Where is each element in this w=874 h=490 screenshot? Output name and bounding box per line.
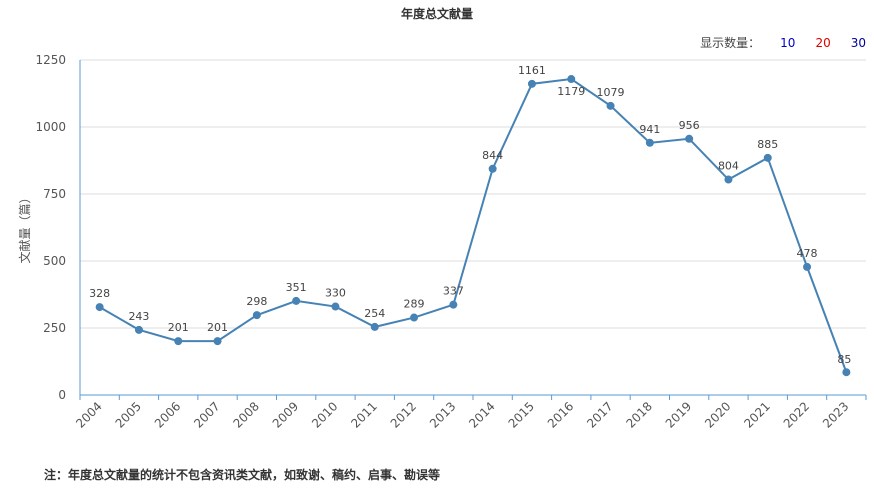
data-label: 330: [325, 287, 346, 300]
data-label: 337: [443, 285, 464, 298]
x-tick-label: 2008: [230, 399, 261, 430]
x-tick-label: 2018: [623, 399, 654, 430]
data-label: 1161: [518, 64, 546, 77]
data-point: [685, 134, 694, 143]
data-point: [488, 164, 497, 173]
data-point: [724, 175, 733, 184]
y-axis-label: 文献量（篇）: [17, 191, 32, 263]
y-tick-label: 500: [43, 254, 66, 268]
y-tick-label: 1250: [35, 53, 66, 67]
data-label: 201: [207, 321, 228, 334]
data-point: [410, 313, 419, 322]
x-tick-label: 2009: [270, 399, 301, 430]
data-point: [95, 303, 104, 312]
data-point: [567, 75, 576, 84]
display-count-option-30[interactable]: 30: [850, 35, 866, 50]
x-tick-label: 2019: [663, 399, 694, 430]
data-point: [213, 337, 222, 346]
data-point: [763, 153, 772, 162]
data-label: 243: [128, 310, 149, 323]
data-label: 478: [797, 247, 818, 260]
display-count-option-10[interactable]: 10: [780, 35, 796, 50]
x-tick-label: 2023: [820, 399, 851, 430]
data-label: 289: [404, 298, 425, 311]
data-point: [645, 138, 654, 147]
x-tick-label: 2016: [545, 399, 576, 430]
data-label: 941: [639, 123, 660, 136]
data-point: [606, 101, 615, 110]
x-tick-label: 2005: [113, 399, 144, 430]
x-tick-label: 2007: [191, 399, 222, 430]
chart-title: 年度总文献量: [400, 7, 473, 21]
data-label: 885: [757, 138, 778, 151]
x-tick-label: 2021: [741, 399, 772, 430]
data-label: 254: [364, 307, 385, 320]
data-label: 804: [718, 160, 739, 173]
data-point: [134, 325, 143, 334]
data-label: 201: [168, 321, 189, 334]
display-count-bar: 显示数量： 10 20 30: [700, 34, 866, 51]
data-point: [252, 311, 261, 320]
data-point: [803, 262, 812, 271]
data-point: [449, 300, 458, 309]
data-label: 1079: [597, 86, 625, 99]
x-tick-label: 2015: [506, 399, 537, 430]
data-point: [370, 322, 379, 331]
x-tick-label: 2011: [348, 399, 379, 430]
data-point: [292, 296, 301, 305]
footnote: 注：年度总文献量的统计不包含资讯类文献，如致谢、稿约、启事、勘误等: [44, 468, 441, 482]
data-label: 328: [89, 287, 110, 300]
data-label: 351: [286, 281, 307, 294]
x-tick-label: 2004: [73, 399, 104, 430]
x-tick-label: 2006: [152, 399, 183, 430]
x-tick-label: 2014: [466, 399, 497, 430]
data-label: 85: [837, 353, 851, 366]
data-label: 844: [482, 149, 503, 162]
display-count-option-20[interactable]: 20: [815, 35, 831, 50]
data-point: [842, 368, 851, 377]
y-tick-label: 250: [43, 321, 66, 335]
x-tick-label: 2020: [702, 399, 733, 430]
data-point: [174, 337, 183, 346]
data-point: [331, 302, 340, 311]
series-line: [99, 77, 848, 373]
x-tick-label: 2013: [427, 399, 458, 430]
x-tick-label: 2017: [584, 399, 615, 430]
y-tick-label: 1000: [35, 120, 66, 134]
x-tick-label: 2022: [781, 399, 812, 430]
data-label: 956: [679, 119, 700, 132]
x-tick-label: 2012: [388, 399, 419, 430]
data-label: 298: [246, 295, 267, 308]
data-point: [527, 79, 536, 88]
y-tick-label: 0: [58, 388, 66, 402]
display-count-label: 显示数量：: [700, 36, 761, 50]
data-label: 1179: [557, 85, 585, 98]
y-tick-label: 750: [43, 187, 66, 201]
x-tick-label: 2010: [309, 399, 340, 430]
